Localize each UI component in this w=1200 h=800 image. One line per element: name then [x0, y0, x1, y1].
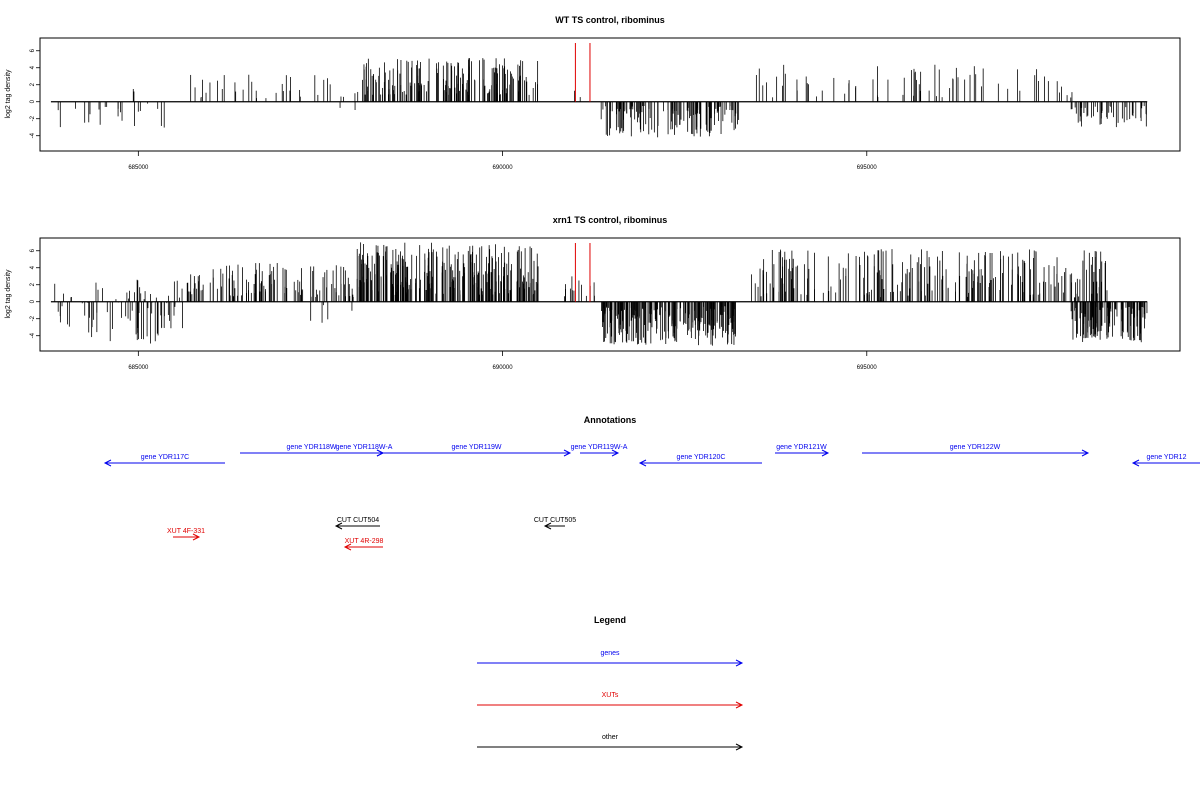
- gene-label: gene YDR118W-A: [336, 444, 393, 451]
- gene-arrowhead: [563, 449, 572, 457]
- gene-label: gene YDR117C: [141, 454, 189, 461]
- xut-arrowhead: [343, 543, 352, 551]
- legend-label: genes: [600, 650, 620, 657]
- density-bars: [50, 242, 1148, 346]
- y-tick-label: -2: [30, 315, 36, 321]
- gene-feature: gene YDR120C: [638, 454, 762, 467]
- legend-item: genes: [477, 650, 744, 667]
- legend-arrow-arrowhead: [735, 701, 744, 709]
- x-axis: 685000 690000 695000: [128, 151, 877, 171]
- feature-markers: [574, 43, 591, 102]
- gene-label: gene YDR119W: [452, 444, 502, 451]
- gene-feature: gene YDR117C: [103, 454, 225, 467]
- legend: Legend genes XUTs other: [477, 615, 744, 751]
- cut-label: CUT CUT505: [534, 517, 576, 524]
- y-tick-label: -2: [30, 115, 36, 121]
- cut-arrowhead: [543, 522, 552, 530]
- gene-arrowhead: [821, 449, 830, 457]
- panel-title: WT TS control, ribominus: [555, 15, 665, 25]
- gene-label: gene YDR120C: [677, 454, 726, 461]
- y-axis: -4 -2 0 2 4 6: [30, 248, 41, 338]
- xut-label: XUT 4R-298: [345, 538, 384, 545]
- legend-item: XUTs: [477, 692, 744, 709]
- cut-label: CUT CUT504: [337, 517, 379, 524]
- y-axis: -4 -2 0 2 4 6: [30, 48, 41, 138]
- x-axis: 685000 690000 695000: [128, 351, 877, 371]
- gene-label: gene YDR118W: [287, 444, 337, 451]
- legend-label: XUTs: [602, 692, 619, 699]
- legend-items: genes XUTs other: [477, 650, 744, 751]
- y-tick-label: 4: [30, 65, 36, 69]
- cut-arrowhead: [334, 522, 343, 530]
- panel-title: xrn1 TS control, ribominus: [553, 215, 668, 225]
- y-tick-label: 2: [30, 82, 36, 86]
- y-tick-label: 4: [30, 265, 36, 269]
- x-tick-label: 690000: [493, 165, 514, 171]
- x-tick-label: 685000: [128, 365, 149, 371]
- gene-feature: gene YDR121W: [775, 444, 830, 457]
- y-tick-label: -4: [30, 332, 36, 338]
- gene-arrowhead: [611, 449, 620, 457]
- xut-feature: XUT 4R-298: [343, 538, 384, 551]
- gene-feature: gene YDR122W: [862, 444, 1090, 457]
- gene-arrowhead: [103, 459, 112, 467]
- legend-arrow-arrowhead: [735, 659, 744, 667]
- gene-label: gene YDR122W: [950, 444, 1001, 451]
- feature-markers: [574, 243, 591, 302]
- xut-feature: XUT 4F-331: [167, 528, 205, 541]
- gene-arrowhead: [1081, 449, 1090, 457]
- y-axis-label: log2 tag density: [5, 269, 12, 319]
- annotations-title: Annotations: [584, 415, 637, 425]
- gene-feature: gene YDR118W-A: [336, 444, 393, 457]
- xut-label: XUT 4F-331: [167, 528, 205, 535]
- x-tick-label: 690000: [493, 365, 514, 371]
- y-tick-label: 0: [30, 99, 36, 103]
- y-tick-label: 2: [30, 282, 36, 286]
- legend-arrow-arrowhead: [735, 743, 744, 751]
- x-tick-label: 695000: [857, 165, 878, 171]
- gene-arrowhead: [638, 459, 647, 467]
- gene-label: gene YDR12: [1147, 454, 1187, 461]
- xrn1-tag-density-panel: xrn1 TS control, ribominus log2 tag dens…: [5, 215, 1181, 371]
- x-tick-label: 695000: [857, 365, 878, 371]
- cut-feature: CUT CUT505: [534, 517, 576, 530]
- y-tick-label: 6: [30, 48, 36, 52]
- cut-feature: CUT CUT504: [334, 517, 380, 530]
- y-tick-label: -4: [30, 132, 36, 138]
- wt-tag-density-panel: WT TS control, ribominus log2 tag densit…: [5, 15, 1181, 171]
- legend-item: other: [477, 734, 744, 751]
- legend-title: Legend: [594, 615, 626, 625]
- gene-label: gene YDR119W-A: [571, 444, 628, 451]
- gene-feature: gene YDR119W-A: [571, 444, 628, 457]
- gene-feature: gene YDR12: [1131, 454, 1200, 467]
- x-tick-label: 685000: [128, 165, 149, 171]
- y-axis-label: log2 tag density: [5, 69, 12, 119]
- density-bars: [50, 58, 1148, 138]
- annotation-features: gene YDR117C gene YDR118W gene YDR118W-A ge…: [103, 444, 1200, 551]
- legend-label: other: [602, 734, 619, 741]
- gene-feature: gene YDR119W: [383, 444, 572, 457]
- gene-label: gene YDR121W: [776, 444, 827, 451]
- xut-arrowhead: [192, 533, 201, 541]
- gene-arrowhead: [1131, 459, 1140, 467]
- y-tick-label: 6: [30, 248, 36, 252]
- y-tick-label: 0: [30, 299, 36, 303]
